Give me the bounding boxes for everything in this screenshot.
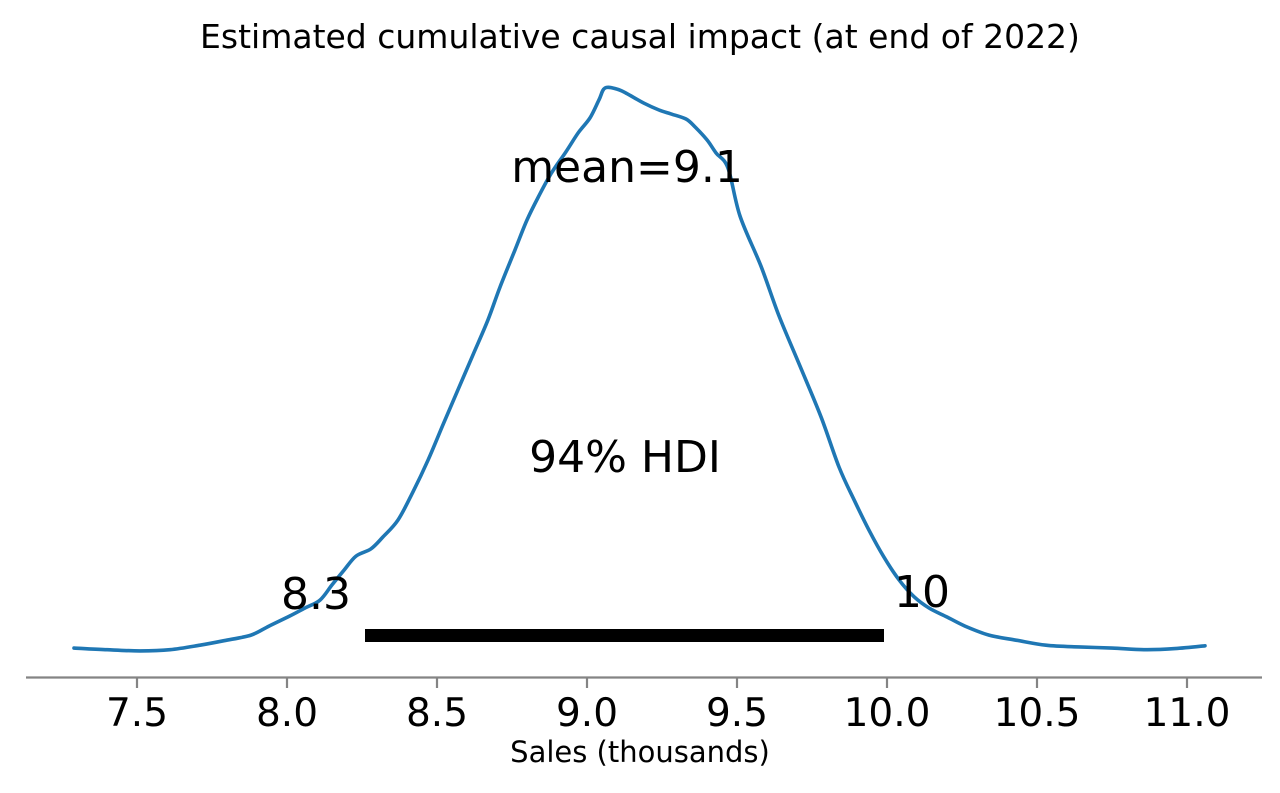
hdi-bar bbox=[365, 629, 884, 642]
chart-title: Estimated cumulative causal impact (at e… bbox=[200, 17, 1080, 56]
kde-curve bbox=[72, 85, 1207, 653]
hdi-lower-annotation: 8.3 bbox=[281, 569, 351, 620]
mean-annotation: mean=9.1 bbox=[511, 142, 743, 193]
x-tick-label: 9.0 bbox=[556, 691, 618, 736]
x-tick-label: 11.0 bbox=[1144, 691, 1231, 736]
x-tick-label: 8.0 bbox=[256, 691, 318, 736]
hdi-upper-annotation: 10 bbox=[894, 567, 950, 618]
x-tick-label: 9.5 bbox=[706, 691, 768, 736]
x-axis-label: Sales (thousands) bbox=[510, 735, 770, 769]
x-tick-label: 8.5 bbox=[406, 691, 468, 736]
hdi-annotation: 94% HDI bbox=[529, 432, 721, 483]
x-ticks bbox=[135, 677, 1189, 688]
x-tick-label: 10.0 bbox=[844, 691, 931, 736]
x-tick-label: 10.5 bbox=[994, 691, 1081, 736]
x-tick-labels: 7.5 8.0 8.5 9.0 9.5 10.0 10.5 11.0 bbox=[106, 691, 1230, 736]
x-tick-label: 7.5 bbox=[106, 691, 168, 736]
